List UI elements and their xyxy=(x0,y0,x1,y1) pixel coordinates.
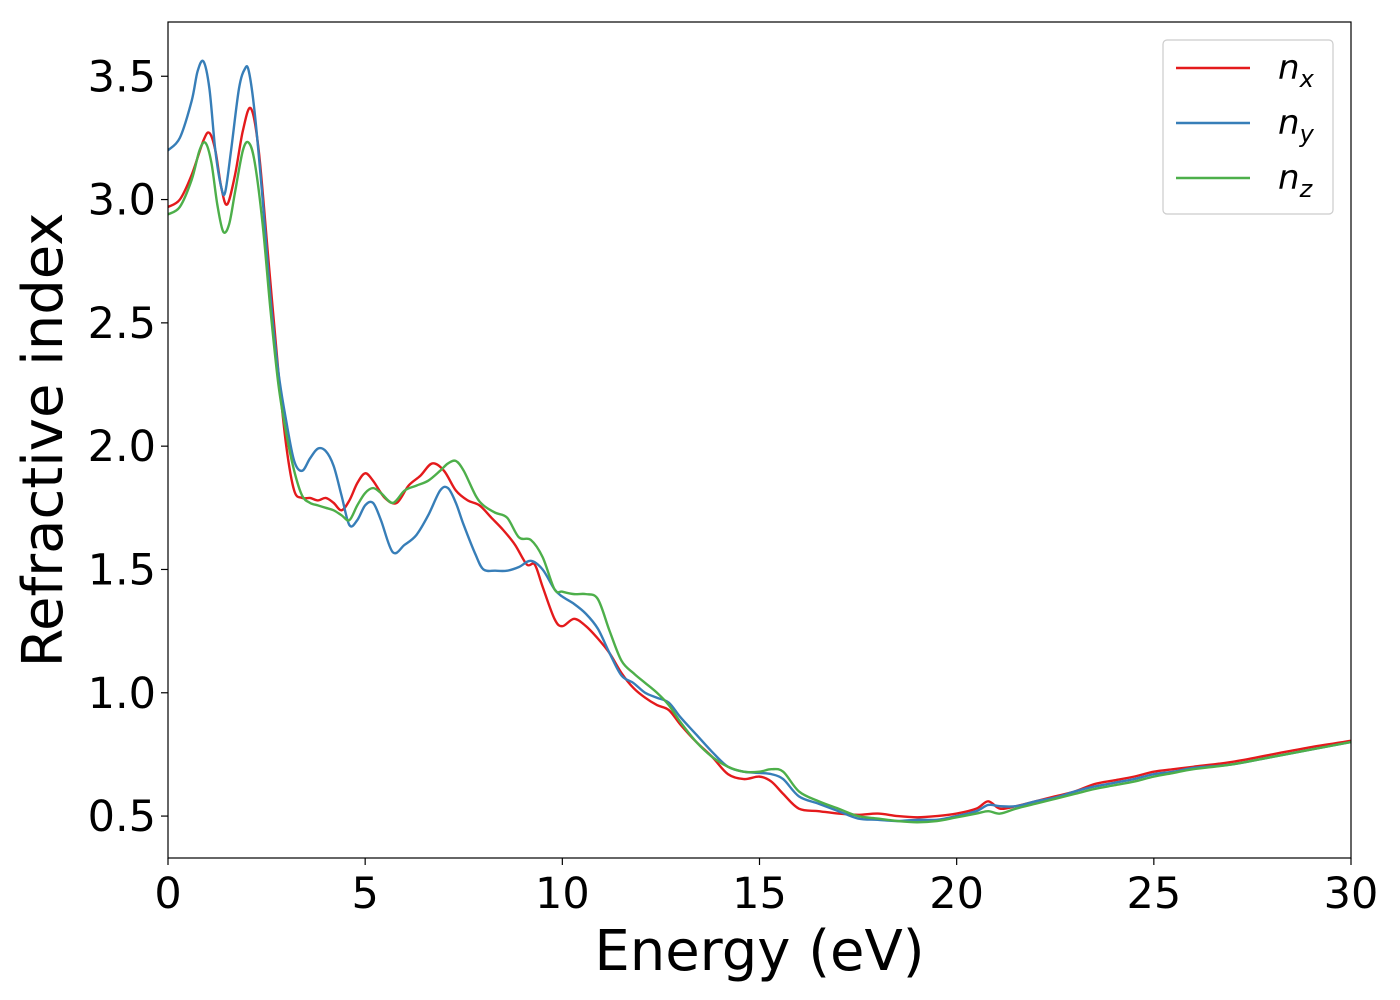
legend-label-subscript: x xyxy=(1299,65,1315,93)
y-tick-label: 2.5 xyxy=(88,299,156,349)
legend-label-x: nx xyxy=(1278,48,1315,93)
x-tick-label: 25 xyxy=(1126,869,1181,919)
y-tick-label: 0.5 xyxy=(88,792,156,842)
y-axis-label: Refractive index xyxy=(11,213,76,668)
legend-label-subscript: z xyxy=(1299,175,1314,203)
x-tick-label: 0 xyxy=(154,869,181,919)
y-tick-label: 1.0 xyxy=(88,669,156,719)
x-tick-label: 15 xyxy=(732,869,787,919)
legend-label-y: ny xyxy=(1278,103,1315,148)
series-line-n-z xyxy=(168,140,1351,824)
x-tick-label: 30 xyxy=(1324,869,1379,919)
y-tick-label: 1.5 xyxy=(88,545,156,595)
y-axis: 0.5 1.0 1.5 2.0 2.5 3.0 3.5 xyxy=(88,52,168,842)
series-layer xyxy=(168,59,1351,824)
x-tick-label: 5 xyxy=(351,869,378,919)
legend-label-base: n xyxy=(1278,158,1300,198)
legend-box xyxy=(1162,39,1334,215)
y-tick-label: 3.0 xyxy=(88,176,156,226)
y-tick-label: 2.0 xyxy=(88,422,156,472)
legend-label-z: nz xyxy=(1278,158,1314,203)
series-line-n-y xyxy=(168,59,1351,823)
legend-label-base: n xyxy=(1278,48,1300,88)
x-tick-label: 10 xyxy=(535,869,590,919)
y-tick-label: 3.5 xyxy=(88,52,156,102)
x-axis: 0 5 10 15 20 25 30 xyxy=(154,858,1378,919)
x-tick-label: 20 xyxy=(929,869,984,919)
legend-label-subscript: y xyxy=(1299,120,1315,148)
x-axis-label: Energy (eV) xyxy=(594,919,924,984)
legend-label-base: n xyxy=(1278,103,1300,143)
